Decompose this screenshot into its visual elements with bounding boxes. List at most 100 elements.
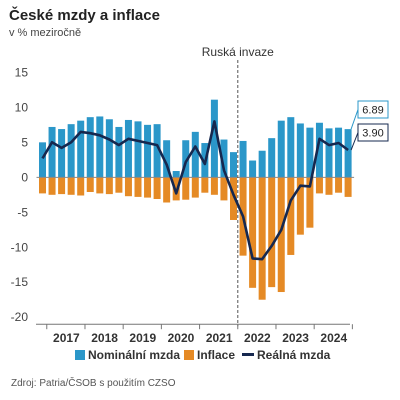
nominal-bar	[172, 171, 180, 178]
y-tick-label: -5	[17, 205, 28, 219]
inflation-bar	[172, 177, 180, 201]
inflation-bar	[315, 177, 323, 194]
chart-subtitle: v % meziročně	[9, 27, 82, 39]
y-tick-label: -20	[11, 310, 29, 324]
legend-swatch-inflation	[184, 350, 194, 360]
x-tick-label: 2017	[53, 331, 80, 345]
inflation-bar	[86, 177, 94, 193]
real-wage-line	[41, 120, 349, 261]
nominal-bar	[115, 126, 123, 178]
nominal-bar	[182, 140, 190, 178]
x-tick-label: 2023	[282, 331, 309, 345]
y-tick-label: 5	[21, 135, 28, 149]
inflation-bar	[210, 177, 218, 195]
legend-label-inflation: Inflace	[197, 348, 235, 362]
inflation-bar	[124, 177, 132, 197]
nominal-bar	[134, 121, 142, 178]
legend-swatch-nominal	[75, 350, 85, 360]
inflation-bar	[144, 177, 152, 198]
nominal-bar	[77, 120, 85, 178]
inflation-bar	[201, 177, 209, 193]
nominal-bar	[96, 116, 104, 178]
nominal-bar	[39, 142, 46, 178]
inflation-bar	[58, 177, 66, 195]
nominal-bar	[239, 140, 247, 178]
y-tick-label: -15	[11, 275, 29, 289]
nominal-bar	[105, 119, 113, 178]
inflation-bar	[258, 177, 266, 300]
nominal-bar	[277, 120, 285, 178]
nominal-bar	[163, 140, 171, 178]
y-tick-label: 15	[15, 65, 29, 79]
nominal-bar	[86, 117, 94, 178]
x-tick-label: 2018	[91, 331, 118, 345]
real-end-label-box	[357, 123, 389, 142]
nominal-end-label: 6.89	[362, 105, 383, 117]
inflation-bar	[48, 177, 56, 195]
x-axis-ticks: 2017 2018 2019 2020 2021 2022 2023 2024	[46, 324, 353, 345]
nominal-bar	[249, 160, 257, 178]
nominal-bar	[48, 126, 56, 178]
nominal-bar	[296, 123, 304, 178]
inflation-bars	[39, 177, 352, 300]
nominal-bar	[258, 150, 266, 178]
nominal-bar	[315, 122, 323, 178]
nominal-bar	[230, 152, 237, 178]
legend-label-real: Reálná mzda	[257, 348, 331, 362]
nominal-bar	[153, 124, 161, 178]
x-tick-label: 2021	[206, 331, 233, 345]
inflation-bar	[335, 177, 343, 193]
y-axis-ticks: 15 10 5 0 -5 -10 -15 -20	[11, 65, 29, 324]
nominal-bar	[58, 129, 66, 178]
inflation-bar	[277, 177, 285, 293]
nominal-bar	[144, 124, 152, 178]
inflation-bar	[325, 177, 333, 195]
inflation-bar	[39, 177, 46, 194]
inflation-bar	[163, 177, 171, 203]
nominal-bar	[325, 128, 333, 178]
inflation-bar	[220, 177, 228, 201]
legend: Nominální mzda Inflace Reálná mzda	[75, 348, 331, 362]
inflation-bar	[287, 177, 295, 255]
inflation-bar	[306, 177, 314, 228]
real-end-label: 3.90	[362, 128, 383, 140]
nominal-bar	[210, 99, 218, 178]
inflation-bar	[77, 177, 85, 196]
inflation-bar	[268, 177, 276, 288]
inflation-bar	[115, 177, 123, 193]
inflation-bar	[249, 177, 257, 288]
nominal-bar	[67, 124, 75, 178]
x-tick-label: 2024	[320, 331, 347, 345]
inflation-bar	[67, 177, 75, 195]
legend-swatch-real	[242, 353, 254, 356]
nominal-bar	[124, 119, 132, 178]
x-tick-label: 2022	[244, 331, 271, 345]
inflation-bar	[105, 177, 113, 195]
real-end-label-connector	[350, 132, 359, 151]
nominal-bar	[306, 127, 314, 178]
y-tick-label: 0	[21, 170, 28, 184]
inflation-bar	[182, 177, 190, 200]
chart-title: České mzdy a inflace	[9, 7, 160, 24]
nominal-wage-bars	[39, 99, 352, 178]
invasion-label: Ruská invaze	[202, 45, 274, 59]
source-note: Zdroj: Patria/ČSOB s použitím CZSO	[11, 378, 176, 389]
nominal-bar	[220, 139, 228, 178]
inflation-bar	[344, 177, 352, 197]
inflation-bar	[134, 177, 142, 197]
y-tick-label: -10	[11, 240, 29, 254]
nominal-bar	[335, 127, 343, 178]
inflation-bar	[153, 177, 161, 199]
inflation-bar	[296, 177, 304, 235]
nominal-bar	[268, 138, 276, 178]
nominal-bar	[191, 131, 199, 178]
x-tick-label: 2019	[129, 331, 156, 345]
nominal-bar	[344, 129, 352, 178]
inflation-bar	[230, 177, 237, 220]
x-tick-label: 2020	[168, 331, 195, 345]
nominal-bar	[287, 117, 295, 178]
legend-label-nominal: Nominální mzda	[88, 348, 180, 362]
inflation-bar	[96, 177, 104, 194]
nominal-end-label-box	[357, 100, 389, 119]
